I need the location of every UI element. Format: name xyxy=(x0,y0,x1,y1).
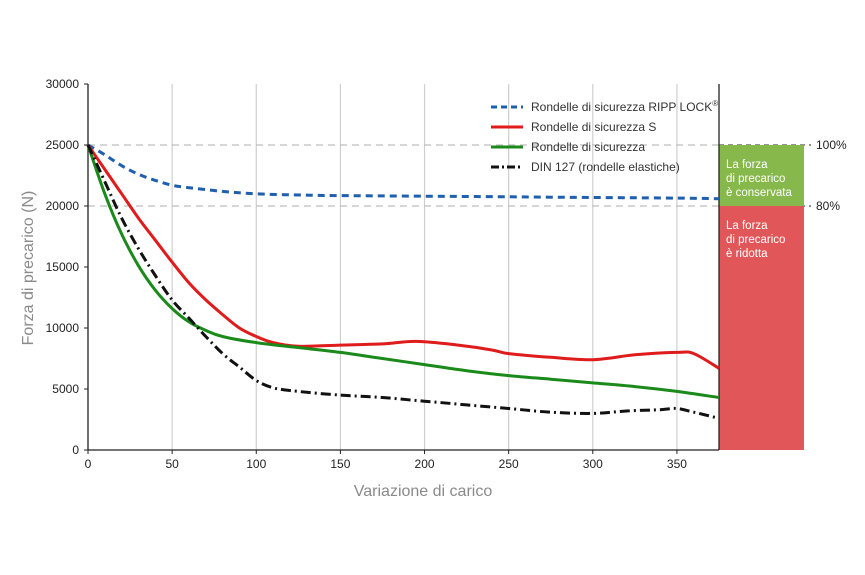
vertical-grid xyxy=(171,84,678,450)
x-tick-label: 350 xyxy=(667,457,687,471)
legend-label: Rondelle di sicurezza RIPP LOCK® xyxy=(531,99,718,114)
status-bands: La forza di precarico è conservata La forza… xyxy=(719,145,804,450)
y-tick-label: 0 xyxy=(72,443,79,457)
legend-label: DIN 127 (rondelle elastiche) xyxy=(531,160,680,174)
x-tick-label: 200 xyxy=(415,457,435,471)
x-tick-label: 50 xyxy=(165,457,179,471)
y-tick-label: 20000 xyxy=(46,199,80,213)
y-axis-title: Forza di precarico (N) xyxy=(20,191,37,346)
band-label: La forza xyxy=(726,159,768,171)
legend-label: Rondelle di sicurezza S xyxy=(531,120,656,134)
y-tick-label: 5000 xyxy=(52,382,79,396)
y-tick-labels: 0 5000 10000 15000 20000 25000 30000 xyxy=(46,77,88,457)
x-tick-label: 300 xyxy=(583,457,603,471)
series-line-3 xyxy=(86,144,720,399)
y-tick-label: 10000 xyxy=(46,321,80,335)
band-label: di precarico xyxy=(726,173,785,185)
series-line-2 xyxy=(86,144,720,370)
band xyxy=(719,206,804,450)
x-tick-labels: 0 50 100 150 200 250 300 350 xyxy=(85,450,687,471)
series-line-4 xyxy=(86,144,720,420)
legend-label: Rondelle di sicurezza xyxy=(531,140,645,154)
x-tick-label: 150 xyxy=(330,457,350,471)
band-label: è ridotta xyxy=(726,248,768,260)
band-label: è conservata xyxy=(726,187,792,199)
x-tick-label: 100 xyxy=(246,457,266,471)
legend: Rondelle di sicurezza RIPP LOCK® Rondelle… xyxy=(491,99,718,174)
legend-label-superscript: ® xyxy=(712,99,718,108)
band xyxy=(719,145,804,206)
band-label: La forza xyxy=(726,220,768,232)
series-lines xyxy=(86,143,720,420)
reference-label: 100% xyxy=(816,138,847,152)
x-axis-title: Variazione di carico xyxy=(354,483,493,500)
y-tick-label: 25000 xyxy=(46,138,80,152)
x-tick-label: 0 xyxy=(85,457,92,471)
band-label: di precarico xyxy=(726,234,785,246)
y-tick-label: 15000 xyxy=(46,260,80,274)
series-line-1 xyxy=(87,143,720,201)
x-tick-label: 250 xyxy=(499,457,519,471)
axes xyxy=(87,84,720,451)
reference-label: 80% xyxy=(816,199,840,213)
y-tick-label: 30000 xyxy=(46,77,80,91)
